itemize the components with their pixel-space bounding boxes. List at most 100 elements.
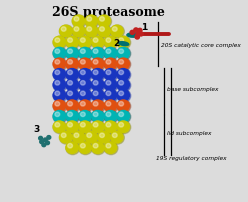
Circle shape bbox=[93, 39, 98, 43]
Circle shape bbox=[116, 68, 130, 81]
Circle shape bbox=[93, 50, 98, 54]
Circle shape bbox=[104, 100, 117, 113]
Circle shape bbox=[110, 131, 124, 144]
Circle shape bbox=[93, 81, 98, 86]
Circle shape bbox=[91, 69, 105, 82]
Circle shape bbox=[119, 102, 124, 106]
Circle shape bbox=[91, 68, 105, 81]
Circle shape bbox=[74, 133, 79, 138]
Circle shape bbox=[68, 144, 72, 148]
Circle shape bbox=[119, 92, 124, 96]
Circle shape bbox=[80, 39, 85, 43]
Circle shape bbox=[65, 100, 79, 113]
Circle shape bbox=[85, 26, 99, 39]
Circle shape bbox=[53, 90, 67, 103]
Circle shape bbox=[97, 15, 111, 28]
Circle shape bbox=[104, 110, 117, 123]
Circle shape bbox=[93, 60, 98, 65]
Circle shape bbox=[53, 68, 66, 81]
Circle shape bbox=[43, 138, 47, 142]
Circle shape bbox=[111, 26, 124, 39]
Circle shape bbox=[66, 59, 80, 72]
Circle shape bbox=[78, 100, 92, 113]
Circle shape bbox=[119, 39, 124, 43]
Circle shape bbox=[104, 111, 118, 124]
Circle shape bbox=[98, 132, 112, 144]
Circle shape bbox=[117, 79, 131, 92]
Circle shape bbox=[91, 142, 105, 155]
Circle shape bbox=[78, 79, 92, 92]
Circle shape bbox=[61, 28, 66, 32]
Circle shape bbox=[74, 18, 79, 22]
Circle shape bbox=[78, 58, 92, 71]
Circle shape bbox=[55, 92, 60, 96]
Circle shape bbox=[79, 111, 92, 124]
Circle shape bbox=[104, 79, 118, 92]
Circle shape bbox=[97, 25, 111, 38]
Circle shape bbox=[80, 144, 85, 148]
Circle shape bbox=[91, 121, 105, 134]
Circle shape bbox=[65, 121, 79, 134]
Circle shape bbox=[116, 47, 130, 60]
Circle shape bbox=[104, 47, 117, 60]
Circle shape bbox=[66, 48, 80, 61]
Circle shape bbox=[53, 100, 67, 113]
Circle shape bbox=[104, 37, 118, 50]
Circle shape bbox=[91, 48, 105, 61]
Circle shape bbox=[68, 81, 72, 86]
Circle shape bbox=[72, 132, 86, 144]
Circle shape bbox=[72, 131, 86, 144]
Circle shape bbox=[55, 71, 60, 75]
Circle shape bbox=[68, 123, 72, 127]
Circle shape bbox=[80, 92, 85, 96]
Circle shape bbox=[104, 58, 117, 71]
Circle shape bbox=[53, 69, 67, 82]
Circle shape bbox=[66, 79, 80, 92]
Circle shape bbox=[53, 58, 66, 71]
Circle shape bbox=[65, 89, 79, 102]
Circle shape bbox=[79, 37, 92, 50]
Circle shape bbox=[65, 142, 79, 154]
Circle shape bbox=[68, 102, 72, 106]
Circle shape bbox=[117, 48, 131, 61]
Circle shape bbox=[91, 89, 105, 102]
Circle shape bbox=[100, 28, 104, 32]
Circle shape bbox=[53, 36, 66, 49]
Circle shape bbox=[84, 25, 98, 38]
Circle shape bbox=[104, 100, 118, 113]
Circle shape bbox=[117, 100, 131, 113]
Circle shape bbox=[53, 47, 66, 60]
Text: 1: 1 bbox=[141, 23, 147, 32]
Circle shape bbox=[74, 28, 79, 32]
Circle shape bbox=[65, 110, 79, 123]
Circle shape bbox=[53, 121, 67, 134]
Circle shape bbox=[87, 133, 92, 138]
Circle shape bbox=[110, 25, 124, 38]
Circle shape bbox=[130, 31, 134, 35]
Circle shape bbox=[80, 123, 85, 127]
Circle shape bbox=[66, 69, 80, 82]
Circle shape bbox=[53, 89, 66, 102]
Circle shape bbox=[85, 132, 99, 144]
Circle shape bbox=[100, 18, 104, 22]
Circle shape bbox=[78, 36, 92, 49]
Circle shape bbox=[117, 111, 131, 124]
Circle shape bbox=[55, 113, 60, 117]
Circle shape bbox=[68, 50, 72, 54]
Circle shape bbox=[65, 58, 79, 71]
Circle shape bbox=[111, 132, 124, 144]
Circle shape bbox=[55, 39, 60, 43]
Circle shape bbox=[112, 133, 117, 138]
Circle shape bbox=[106, 50, 111, 54]
Circle shape bbox=[119, 113, 124, 117]
Circle shape bbox=[40, 140, 44, 144]
Circle shape bbox=[42, 143, 46, 147]
Text: 26S proteasome: 26S proteasome bbox=[52, 6, 165, 19]
Circle shape bbox=[104, 68, 117, 81]
Circle shape bbox=[80, 50, 85, 54]
Circle shape bbox=[46, 141, 49, 145]
Circle shape bbox=[55, 50, 60, 54]
Circle shape bbox=[104, 89, 117, 102]
Circle shape bbox=[53, 121, 66, 134]
Circle shape bbox=[91, 100, 105, 113]
